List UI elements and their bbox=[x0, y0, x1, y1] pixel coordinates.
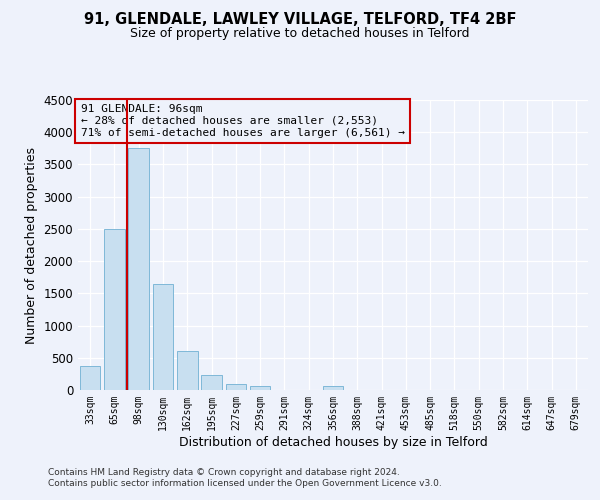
Bar bbox=[152, 284, 173, 390]
Text: 91, GLENDALE, LAWLEY VILLAGE, TELFORD, TF4 2BF: 91, GLENDALE, LAWLEY VILLAGE, TELFORD, T… bbox=[84, 12, 516, 28]
Bar bbox=[128, 148, 149, 390]
Bar bbox=[104, 229, 125, 390]
Bar bbox=[201, 374, 222, 390]
Text: Size of property relative to detached houses in Telford: Size of property relative to detached ho… bbox=[130, 28, 470, 40]
Text: Contains HM Land Registry data © Crown copyright and database right 2024.
Contai: Contains HM Land Registry data © Crown c… bbox=[48, 468, 442, 487]
Bar bbox=[80, 366, 100, 390]
Y-axis label: Number of detached properties: Number of detached properties bbox=[25, 146, 38, 344]
Text: 91 GLENDALE: 96sqm
← 28% of detached houses are smaller (2,553)
71% of semi-deta: 91 GLENDALE: 96sqm ← 28% of detached hou… bbox=[80, 104, 404, 138]
Bar bbox=[323, 386, 343, 390]
Bar bbox=[177, 352, 197, 390]
X-axis label: Distribution of detached houses by size in Telford: Distribution of detached houses by size … bbox=[179, 436, 487, 448]
Bar bbox=[250, 386, 271, 390]
Bar bbox=[226, 384, 246, 390]
